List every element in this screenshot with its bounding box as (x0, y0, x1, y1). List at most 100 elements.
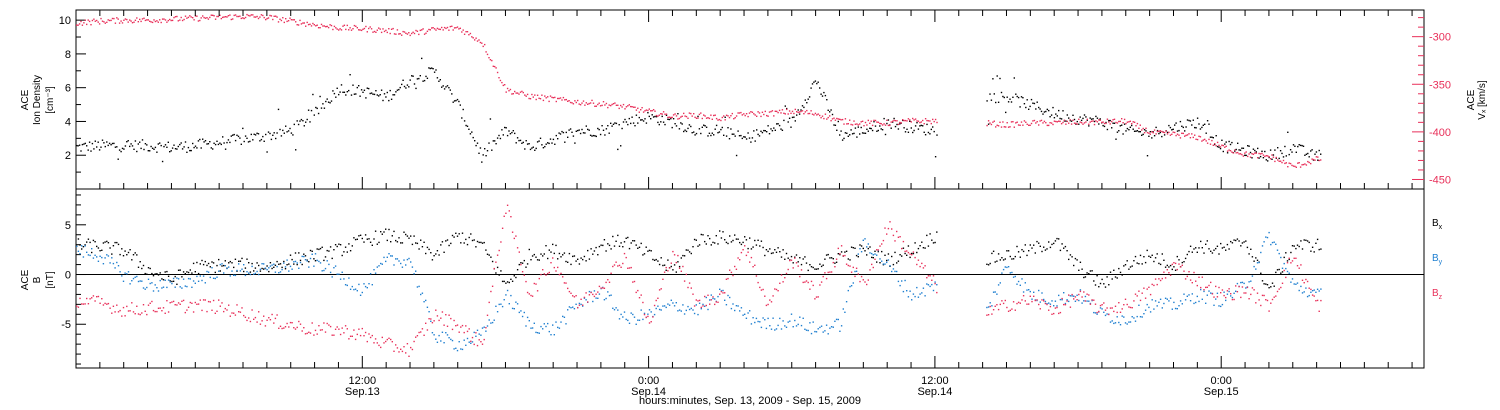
data-point (547, 272, 549, 275)
data-point (1074, 257, 1077, 260)
data-point (1079, 116, 1081, 118)
data-point (1056, 237, 1058, 240)
data-point (231, 262, 233, 264)
data-point (743, 113, 745, 115)
data-point (759, 286, 761, 289)
data-point (207, 300, 210, 303)
data-point (899, 254, 901, 256)
data-point (144, 143, 147, 145)
data-point (1048, 302, 1050, 304)
data-point (87, 19, 89, 21)
data-point (238, 311, 240, 313)
data-point (1318, 149, 1320, 152)
data-point (336, 87, 338, 89)
data-point (768, 133, 771, 135)
data-point (879, 258, 881, 260)
data-point (378, 265, 380, 267)
data-point (478, 241, 480, 244)
data-point (1051, 300, 1053, 302)
data-point (493, 319, 495, 321)
data-point (1292, 165, 1295, 167)
data-point (129, 249, 131, 251)
data-point (1076, 120, 1078, 123)
data-point (1105, 121, 1107, 124)
data-point (238, 263, 240, 265)
data-point (84, 244, 86, 246)
data-point (1017, 280, 1020, 283)
data-point (157, 307, 160, 309)
data-point (227, 139, 230, 141)
data-point (184, 311, 186, 314)
data-point (562, 131, 565, 134)
data-point (361, 291, 363, 294)
data-point (500, 303, 502, 305)
data-point (113, 17, 115, 20)
data-point (1121, 308, 1123, 310)
data-point (253, 273, 255, 275)
data-point (187, 277, 190, 280)
data-point (1141, 292, 1143, 294)
data-point (927, 120, 930, 122)
data-point (443, 26, 446, 29)
data-point (819, 114, 821, 117)
data-point (588, 129, 590, 131)
data-point (194, 282, 196, 284)
data-point (738, 135, 741, 137)
data-point (369, 26, 371, 28)
data-point (617, 104, 619, 106)
data-point (288, 326, 290, 328)
data-point (1091, 270, 1093, 272)
data-point (767, 125, 769, 127)
data-point (632, 313, 634, 316)
data-point (306, 332, 308, 335)
data-point (1156, 305, 1158, 307)
data-point (1006, 306, 1008, 309)
data-point (784, 277, 786, 279)
data-point (907, 296, 910, 298)
data-point (630, 312, 632, 314)
data-point (472, 136, 474, 139)
data-point (1046, 303, 1048, 305)
data-point (1066, 299, 1068, 301)
data-point (305, 121, 307, 123)
data-point (791, 116, 794, 119)
data-point (582, 304, 584, 306)
data-point (994, 291, 996, 293)
data-point (1308, 287, 1310, 289)
data-point (1002, 95, 1004, 98)
data-point (490, 290, 492, 293)
data-point (994, 305, 996, 307)
data-point (819, 263, 821, 265)
data-point (1129, 126, 1131, 128)
data-point (91, 19, 94, 22)
data-point (1055, 120, 1057, 123)
data-point (316, 259, 318, 262)
data-point (919, 125, 921, 127)
data-point (874, 258, 876, 260)
data-point (800, 109, 802, 111)
data-point (406, 33, 409, 35)
data-point (813, 114, 815, 116)
data-point (1195, 301, 1197, 304)
data-point (294, 252, 297, 254)
data-point (1238, 285, 1240, 288)
data-point (353, 329, 355, 331)
data-point (1069, 306, 1072, 308)
data-point (219, 270, 221, 272)
data-point (840, 325, 843, 327)
data-point (1226, 152, 1229, 154)
data-point (1079, 289, 1082, 291)
data-point (1305, 239, 1307, 241)
data-point (655, 114, 658, 117)
data-point (259, 270, 262, 272)
data-point (512, 130, 514, 132)
data-point (137, 21, 139, 23)
data-point (308, 266, 310, 268)
data-point (108, 19, 111, 22)
data-point (154, 310, 156, 313)
data-point (1267, 160, 1269, 162)
data-point (86, 241, 88, 243)
data-point (420, 239, 422, 241)
data-point (568, 129, 570, 131)
data-point (234, 139, 237, 142)
